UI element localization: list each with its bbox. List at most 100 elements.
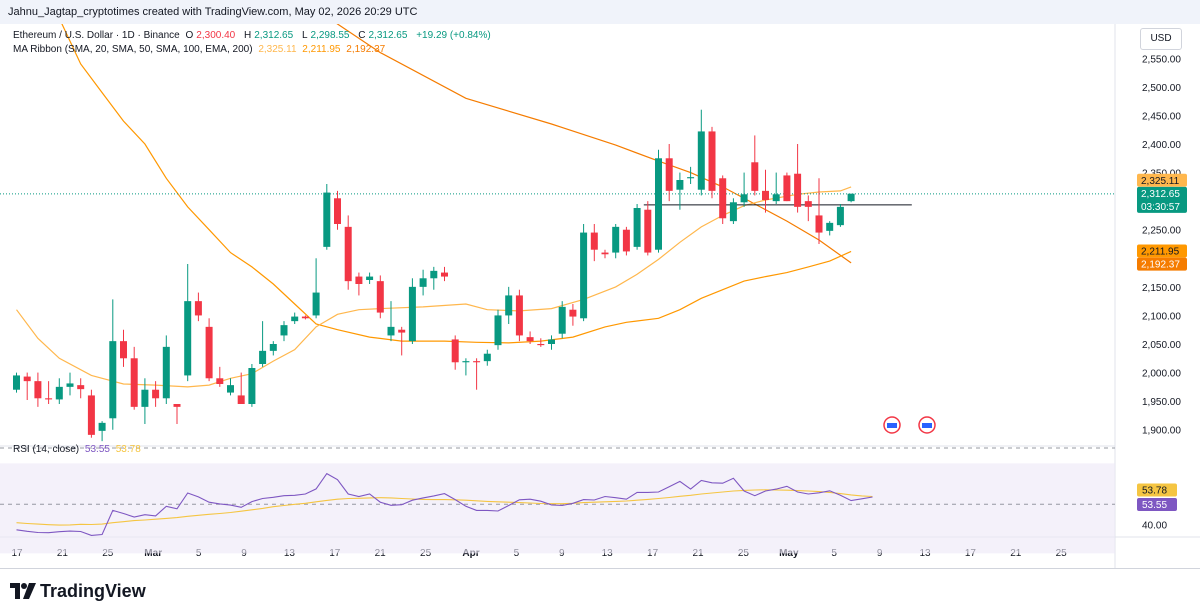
time-tick-label: 25 (738, 548, 750, 559)
ma100-value: 2,192.37 (346, 44, 386, 55)
candle-body (120, 341, 127, 359)
price-tick-label: 2,150.00 (1142, 283, 1181, 294)
candle-body (601, 252, 609, 255)
candle-body (227, 385, 234, 393)
change-value: +19.29 (+0.84%) (416, 30, 491, 41)
chart-frame[interactable]: 2,550.002,500.002,450.002,400.002,350.00… (0, 24, 1200, 568)
ma100-axis-label-bg (1137, 257, 1187, 271)
candle-body (98, 422, 106, 431)
rsi-tick-label: 40.00 (1142, 521, 1167, 532)
ma50-axis-label: 2,211.95 (1141, 246, 1180, 257)
ma50-axis-label-bg (1137, 244, 1187, 258)
candle-body (34, 381, 42, 399)
ma50-line (61, 24, 852, 344)
price-tick-label: 2,250.00 (1142, 226, 1181, 237)
candle-body (644, 209, 652, 253)
ma20-axis-label-bg (1137, 173, 1187, 187)
candle-body (548, 339, 555, 344)
close-label: C (358, 30, 366, 41)
time-tick-label: Apr (462, 548, 479, 559)
low-value: 2,298.55 (310, 30, 350, 41)
time-tick-label: May (779, 548, 799, 559)
candle-body (687, 177, 695, 179)
candle-body (569, 309, 577, 317)
tradingview-logo-icon[interactable] (10, 583, 36, 599)
time-tick-label: 17 (647, 548, 659, 559)
candle-body (836, 206, 844, 226)
candle-body (45, 398, 53, 400)
candle-body (441, 272, 448, 277)
candle-body (269, 344, 277, 351)
candle-body (55, 386, 63, 400)
candle-body (152, 389, 160, 399)
candle-body (87, 395, 95, 435)
candle-body (665, 158, 673, 191)
candle-body (826, 222, 834, 231)
ma-ribbon-title: MA Ribbon (SMA, 20, SMA, 50, SMA, 100, E… (13, 44, 253, 55)
candle-body (109, 341, 117, 419)
currency-button[interactable]: USD (1140, 28, 1182, 50)
candle-body (280, 325, 288, 336)
candle-body (483, 353, 491, 362)
chart-canvas[interactable]: 2,550.002,500.002,450.002,400.002,350.00… (0, 24, 1200, 568)
candle-body (633, 208, 641, 247)
rsi-title: RSI (14, close) (13, 444, 80, 455)
time-tick-label: 9 (559, 548, 565, 559)
price-tick-label: 2,050.00 (1142, 340, 1181, 351)
candle-body (847, 193, 855, 202)
candle-body (719, 178, 727, 219)
time-tick-label: 5 (196, 548, 202, 559)
price-tick-label: 2,000.00 (1142, 369, 1181, 380)
brand-name[interactable]: TradingView (40, 581, 146, 601)
time-tick-label: 9 (877, 548, 883, 559)
candle-body (344, 226, 352, 282)
candle-body (216, 378, 224, 384)
rsi-ma-value: 53.78 (115, 444, 141, 455)
candle-body (505, 295, 513, 316)
candle-body (676, 180, 684, 190)
candle-body (141, 389, 149, 407)
time-tick-label: 25 (1056, 548, 1068, 559)
candle-body (537, 344, 545, 346)
symbol-title[interactable]: Ethereum / U.S. Dollar · 1D · Binance (13, 30, 180, 41)
candle-body (740, 194, 748, 203)
rsi-ma-line (16, 489, 873, 526)
time-tick-label: 25 (420, 548, 432, 559)
rsi-axis-label-bg (1137, 498, 1177, 512)
rsi-band-fill (0, 463, 1115, 554)
creator-caption: Jahnu_Jagtap_cryptotimes created with Tr… (8, 6, 418, 18)
time-tick-label: 17 (11, 548, 23, 559)
time-tick-label: 5 (514, 548, 520, 559)
candle-body (301, 316, 309, 319)
candle-body (612, 226, 620, 253)
candle-body (77, 385, 85, 390)
rsi-legend[interactable]: RSI (14, close) 53.55 53.78 (13, 444, 144, 455)
countdown-label: 03:30:57 (1141, 202, 1180, 213)
time-tick-label: 17 (329, 548, 341, 559)
candle-body (398, 329, 406, 333)
candle-body (66, 383, 74, 387)
candle-body (708, 131, 716, 191)
candle-body (334, 198, 341, 224)
ma-ribbon-legend[interactable]: MA Ribbon (SMA, 20, SMA, 50, SMA, 100, E… (13, 44, 388, 55)
candle-body (794, 173, 802, 207)
candle-body (184, 301, 192, 376)
candle-body (259, 350, 267, 364)
ma100-line (336, 24, 852, 264)
footer: TradingView (0, 568, 1200, 616)
last-price-axis-label-bg (1137, 186, 1187, 213)
time-tick-label: 21 (375, 548, 387, 559)
candle-body (376, 281, 384, 313)
candle-body (558, 306, 566, 334)
time-tick-label: 13 (284, 548, 296, 559)
candle-body (173, 404, 181, 407)
candle-body (419, 278, 427, 287)
time-tick-label: Mar (144, 548, 162, 559)
high-label: H (244, 30, 252, 41)
ma100-axis-label: 2,192.37 (1141, 260, 1180, 271)
candle-body (515, 295, 523, 336)
price-tick-label: 2,400.00 (1142, 140, 1181, 151)
candle-body (194, 301, 202, 316)
open-label: O (185, 30, 194, 41)
candle-body (590, 232, 598, 250)
